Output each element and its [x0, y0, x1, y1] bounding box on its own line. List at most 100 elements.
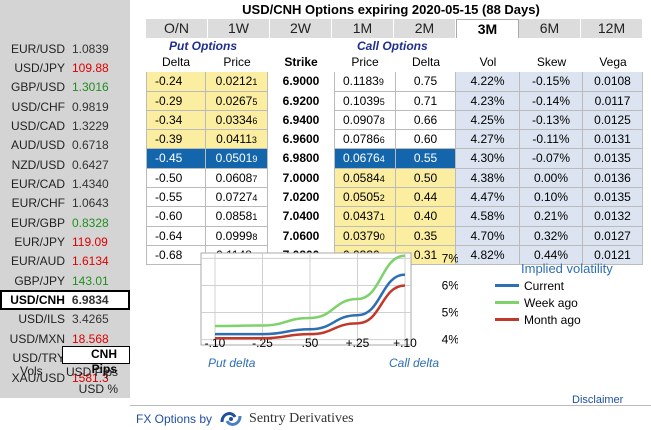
- call-price[interactable]: 0.06764: [334, 149, 396, 169]
- pair-name: USD/CAD: [10, 119, 65, 134]
- currency-pair-row[interactable]: USD/CAD 1.3229: [0, 116, 130, 135]
- put-price[interactable]: 0.02121: [206, 72, 268, 92]
- skew-value: 0.10%: [533, 190, 569, 205]
- vol: 4.47%: [456, 188, 520, 208]
- currency-pair-row[interactable]: EUR/CHF 1.0643: [0, 194, 130, 213]
- put-price-subdigit: 5: [252, 96, 258, 107]
- call-price-value: 0.0676: [343, 151, 380, 166]
- skew: -0.15%: [520, 72, 583, 92]
- col-strike: Strike: [284, 55, 318, 69]
- currency-pair-row[interactable]: NZD/USD 0.6427: [0, 155, 130, 174]
- call-delta[interactable]: 0.55: [396, 149, 456, 169]
- currency-pair-row[interactable]: EUR/JPY 119.09: [0, 232, 130, 251]
- tab-1w[interactable]: 1W: [208, 19, 270, 38]
- tab-6m[interactable]: 6M: [519, 19, 581, 38]
- call-price-subdigit: 8: [379, 115, 385, 126]
- call-delta[interactable]: 0.50: [396, 168, 456, 189]
- currency-pair-row[interactable]: USD/CNH 6.9834: [0, 290, 130, 310]
- currency-pair-row[interactable]: AUD/USD 0.6718: [0, 136, 130, 155]
- currency-pair-row[interactable]: EUR/CAD 1.4340: [0, 174, 130, 193]
- put-price[interactable]: 0.05019: [206, 149, 268, 169]
- grid-body: -0.24 0.02121 6.9000 0.11839 0.75 4.22% -0.15%…: [146, 72, 643, 266]
- call-price[interactable]: 0.03790: [334, 226, 396, 246]
- pair-name: XAU/USD: [11, 370, 65, 385]
- put-price[interactable]: 0.09998: [206, 226, 268, 246]
- put-price[interactable]: 0.03346: [206, 110, 268, 131]
- put-delta-value: -0.39: [155, 132, 183, 147]
- currency-pair-row[interactable]: XAU/USD 1581.3: [0, 368, 130, 387]
- tab-2w[interactable]: 2W: [270, 19, 332, 38]
- call-delta[interactable]: 0.40: [396, 207, 456, 227]
- legend-label: Week ago: [524, 295, 578, 310]
- tab-2m[interactable]: 2M: [394, 19, 456, 38]
- put-delta[interactable]: -0.39: [146, 130, 206, 150]
- call-delta[interactable]: 0.60: [396, 130, 456, 150]
- vol: 4.70%: [456, 226, 520, 246]
- call-price[interactable]: 0.11839: [334, 72, 396, 92]
- put-price[interactable]: 0.04113: [206, 130, 268, 150]
- vol-unit-option[interactable]: CNH Pips: [62, 346, 130, 376]
- skew: -0.11%: [520, 130, 583, 150]
- skew-value: -0.13%: [531, 112, 571, 127]
- call-delta[interactable]: 0.75: [396, 72, 456, 92]
- put-delta[interactable]: -0.29: [146, 91, 206, 111]
- currency-pair-row[interactable]: USD/MXN 18.568: [0, 329, 130, 348]
- pair-name: USD/CHF: [11, 99, 65, 114]
- currency-pair-row[interactable]: USD/JPY 109.88: [0, 58, 130, 77]
- vol-unit-option[interactable]: USD %: [78, 382, 118, 396]
- currency-pair-row[interactable]: EUR/USD 1.0839: [0, 39, 130, 58]
- put-options-header: Put Options: [169, 39, 237, 53]
- tab-3m[interactable]: 3M: [456, 19, 519, 38]
- call-price[interactable]: 0.09078: [334, 110, 396, 131]
- call-price[interactable]: 0.05844: [334, 168, 396, 189]
- pair-rate: 1.0643: [72, 196, 109, 211]
- vol: 4.38%: [456, 168, 520, 189]
- pair-name: USD/TRY: [12, 351, 65, 366]
- call-price[interactable]: 0.05052: [334, 188, 396, 208]
- strike: 7.0000: [282, 170, 320, 185]
- call-price[interactable]: 0.10395: [334, 91, 396, 111]
- put-delta[interactable]: -0.45: [146, 149, 206, 169]
- tab-on[interactable]: O/N: [146, 19, 208, 38]
- call-delta-value: 0.75: [413, 74, 438, 89]
- call-delta[interactable]: 0.35: [396, 226, 456, 246]
- call-price[interactable]: 0.07866: [334, 130, 396, 150]
- put-delta[interactable]: -0.24: [146, 72, 206, 92]
- y-tick-label: 7%: [442, 251, 458, 265]
- call-price[interactable]: 0.04371: [334, 207, 396, 227]
- tab-1m[interactable]: 1M: [332, 19, 394, 38]
- put-delta[interactable]: -0.60: [146, 207, 206, 227]
- put-delta[interactable]: -0.50: [146, 168, 206, 189]
- put-price[interactable]: 0.06087: [206, 168, 268, 189]
- vega: 0.0121: [583, 245, 643, 266]
- currency-pair-list: EUR/USD 1.0839 USD/JPY 109.88 GBP/USD 1.3016 U…: [0, 39, 130, 387]
- put-price[interactable]: 0.02675: [206, 91, 268, 111]
- disclaimer-link[interactable]: Disclaimer: [572, 394, 624, 406]
- put-delta-value: -0.60: [155, 209, 183, 224]
- put-price-value: 0.0999: [215, 228, 253, 243]
- strike: 6.9800: [282, 151, 320, 166]
- x-tick-label: +.25: [346, 336, 370, 350]
- call-delta-value: 0.60: [413, 132, 438, 147]
- call-delta[interactable]: 0.71: [396, 91, 456, 111]
- put-delta[interactable]: -0.68: [146, 245, 206, 266]
- put-delta[interactable]: -0.64: [146, 226, 206, 246]
- currency-pair-row[interactable]: EUR/AUD 1.6134: [0, 252, 130, 271]
- currency-pair-row[interactable]: GBP/JPY 143.01: [0, 271, 130, 290]
- skew-value: 0.00%: [533, 170, 569, 185]
- vol-unit-option[interactable]: USD Pips: [65, 365, 118, 379]
- put-price-subdigit: 6: [252, 115, 258, 126]
- call-delta[interactable]: 0.44: [396, 188, 456, 208]
- currency-pair-row[interactable]: EUR/GBP 0.8328: [0, 213, 130, 232]
- currency-pair-row[interactable]: USD/ILS 3.4265: [0, 310, 130, 329]
- strike: 7.0200: [282, 190, 320, 205]
- call-delta[interactable]: 0.66: [396, 110, 456, 131]
- call-delta-value: 0.50: [413, 170, 438, 185]
- put-price[interactable]: 0.08581: [206, 207, 268, 227]
- currency-pair-row[interactable]: GBP/USD 1.3016: [0, 78, 130, 97]
- put-price[interactable]: 0.07274: [206, 188, 268, 208]
- put-delta[interactable]: -0.34: [146, 110, 206, 131]
- tab-12m[interactable]: 12M: [581, 19, 643, 38]
- currency-pair-row[interactable]: USD/CHF 0.9819: [0, 97, 130, 116]
- put-delta[interactable]: -0.55: [146, 188, 206, 208]
